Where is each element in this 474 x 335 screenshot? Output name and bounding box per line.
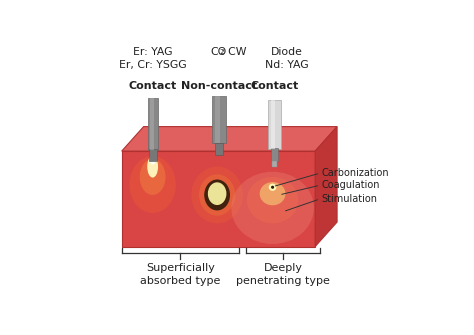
Text: Er, Cr: YSGG: Er, Cr: YSGG (119, 60, 187, 70)
Text: Deeply
penetrating type: Deeply penetrating type (236, 263, 330, 286)
Text: CO: CO (210, 48, 226, 57)
Polygon shape (122, 151, 315, 247)
FancyBboxPatch shape (268, 99, 281, 148)
Polygon shape (315, 127, 337, 247)
Ellipse shape (260, 182, 285, 205)
Ellipse shape (208, 182, 227, 205)
Text: Non-contact: Non-contact (181, 80, 257, 90)
Text: 2: 2 (219, 49, 224, 55)
Text: Stimulation: Stimulation (321, 194, 378, 204)
FancyBboxPatch shape (150, 98, 154, 150)
Text: Contact: Contact (251, 80, 299, 90)
FancyBboxPatch shape (272, 161, 277, 166)
FancyBboxPatch shape (271, 148, 278, 161)
Ellipse shape (271, 186, 274, 189)
Text: Superficially
absorbed type: Superficially absorbed type (140, 263, 220, 286)
Ellipse shape (150, 156, 155, 165)
FancyBboxPatch shape (149, 149, 157, 161)
Ellipse shape (191, 166, 243, 223)
Ellipse shape (204, 180, 230, 210)
FancyBboxPatch shape (215, 96, 220, 143)
Text: Nd: YAG: Nd: YAG (265, 60, 309, 70)
FancyBboxPatch shape (212, 96, 226, 143)
Ellipse shape (129, 156, 176, 213)
Text: Er: YAG: Er: YAG (133, 48, 173, 57)
FancyBboxPatch shape (148, 98, 158, 150)
Ellipse shape (269, 184, 276, 191)
Ellipse shape (147, 156, 158, 178)
Text: Diode: Diode (271, 48, 303, 57)
Text: Carbonization: Carbonization (321, 168, 389, 178)
Ellipse shape (199, 174, 235, 216)
Text: : CW: : CW (221, 48, 246, 57)
Ellipse shape (247, 177, 299, 223)
Text: Coagulation: Coagulation (321, 180, 380, 190)
Ellipse shape (231, 172, 314, 244)
Polygon shape (122, 127, 337, 151)
Ellipse shape (140, 159, 165, 195)
Text: Contact: Contact (129, 80, 177, 90)
FancyBboxPatch shape (215, 143, 223, 155)
FancyBboxPatch shape (271, 99, 275, 148)
